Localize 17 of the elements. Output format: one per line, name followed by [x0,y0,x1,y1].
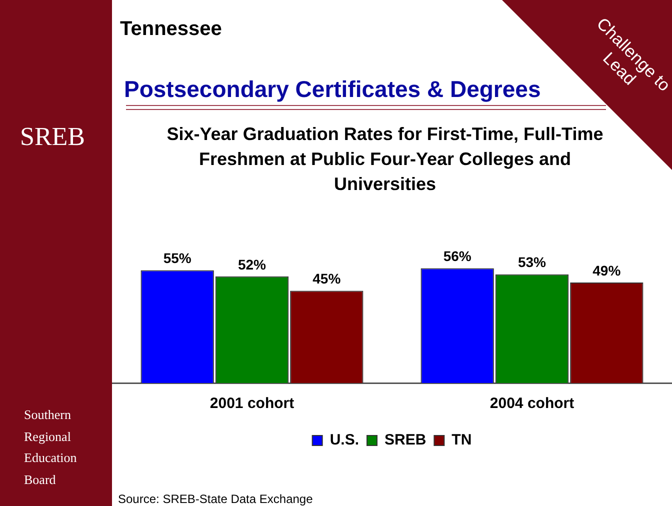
data-label: 45% [312,270,342,287]
text: Six-Year Graduation Rates for First-Time, Full-Time Freshmen at Public Four-Year Colleges and Universities [166,123,604,196]
x-tick-label: 2004 cohort [490,395,574,412]
data-label: 49% [592,262,622,278]
source-note: Source: SREB-State Data Exchange [118,492,313,506]
legend-label: U.S. [330,432,360,449]
x-tick-label: 2001 cohort [210,395,294,412]
data-label: 56% [443,248,472,264]
text: Southern Regional Education Board [24,406,78,488]
data-label: 52% [238,256,267,272]
data-label: 53% [518,254,547,270]
text: SREB [20,122,86,152]
data-label: 55% [163,250,192,266]
chart-title: Postsecondary Certificates & Degrees [124,76,541,103]
legend-label: SREB [384,432,426,449]
legend-label: TN [452,432,472,449]
chart-subtitle: Tennessee [120,18,222,41]
